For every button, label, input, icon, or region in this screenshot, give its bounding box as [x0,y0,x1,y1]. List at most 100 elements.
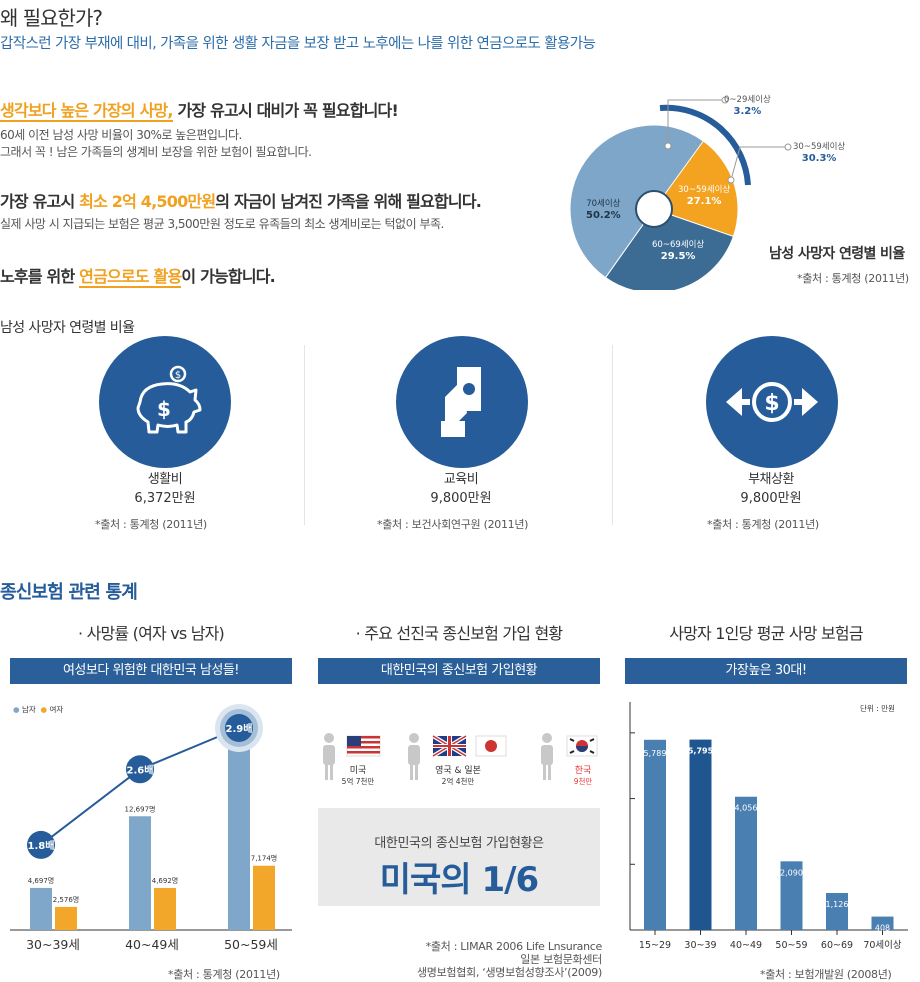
pie-slice [604,208,735,290]
bar-female [253,865,275,930]
bar-female [55,906,77,930]
payout-source: *출처 : 보험개발원 (2008년) [760,968,892,981]
payout-title: 사망자 1인당 평균 사망 보험금 [669,624,863,643]
payout-bar-label: 5,795 [688,747,714,756]
cost-living: 생활비 6,372만원 [134,472,196,506]
stats-heading: 종신보험 관련 통계 [0,582,138,603]
payout-bar-label: 5,789 [644,749,667,758]
payout-unit: 단위 : 만원 [860,704,895,713]
person-icon [541,733,553,780]
summary-value: 미국의 1/6 [379,860,539,900]
pie-label-60-69: 60~69세이상 29.5% [652,240,705,262]
mortality-chart: 4,697명2,576명30~39세12,697명4,692명40~49세21,… [10,704,292,952]
costs-heading: 남성 사망자 연령별 비율 [0,320,135,336]
svg-text:$: $ [175,370,181,381]
pie-title: 남성 사망자 연령별 비율 [769,246,905,262]
pie-callout-30-59: 30~59세이상 30.3% [793,142,846,164]
payout-bar [871,916,894,930]
subscription-title: · 주요 선진국 종신보험 가입 현황 [355,624,563,643]
payout-bar-label: 4,056 [735,804,758,813]
svg-text:$: $ [764,391,779,416]
person-icon [323,733,335,780]
x-tick-label: 60~69 [821,940,853,951]
bar-label: 4,692명 [152,876,178,885]
uk-flag-icon [431,734,468,758]
cost-debt: 부채상환 9,800만원 [740,472,802,506]
japan-flag-icon [475,735,507,757]
point-1-desc: 60세 이전 남성 사망 비율이 30%로 높은편입니다. 그래서 꼭 ! 남은 … [0,128,312,159]
ratio-marker [27,830,55,859]
country-us: 미국 5억 7천만 [341,766,375,786]
age-pie-chart [569,104,751,290]
bar-female [154,887,176,930]
payout-bar [689,739,712,930]
point-2-heading: 가장 유고시 최소 2억 4,500만원의 자금이 남겨진 가족을 위해 필요합… [0,192,482,211]
cost-education-source: *출처 : 보건사회연구원 (2011년) [377,518,529,531]
debt-exchange-icon: $ [706,336,838,468]
x-tick-label: 50~59 [775,940,807,951]
payout-bar [735,796,757,930]
bar-label: 2,576명 [53,895,79,904]
ratio-label: 2.6배 [127,763,154,776]
point-1-heading: 생각보다 높은 가장의 사망, 가장 유고시 대비가 꼭 필요합니다! [0,101,399,122]
divider [612,345,613,525]
summary-box [318,808,600,906]
cost-living-source: *출처 : 통계청 (2011년) [95,518,207,531]
point-2-desc: 실제 사망 시 지급되는 보험은 평균 3,500만원 정도로 유족들의 최소 … [0,217,444,231]
pie-hole [635,190,673,228]
payout-bar-label: 2,090 [780,868,803,877]
x-tick-label: 40~49 [730,940,762,951]
x-tick-label: 15~29 [639,940,671,951]
ratio-marker [225,714,253,742]
bar-label: 7,174명 [251,854,277,863]
person-icon [408,733,420,780]
payout-bar [780,861,803,930]
payout-bar [826,893,848,930]
bar-label: 12,697명 [125,804,156,813]
mortality-title: · 사망률 (여자 vs 남자) [78,624,225,643]
subscription-band: 대한민국의 종신보험 가입현황 [318,658,600,684]
mortality-legend: ● 남자 ● 여자 [13,705,64,714]
bar-male [30,887,52,930]
cost-debt-source: *출처 : 통계청 (2011년) [707,518,819,531]
pie-label-70: 70세이상 50.2% [586,199,621,221]
page-title: 왜 필요한가? [0,6,103,30]
x-tick-label: 70세이상 [863,940,902,951]
bar-male [129,816,151,930]
divider [304,345,305,525]
x-tick-label: 50~59세 [224,937,278,952]
summary-label: 대한민국의 종신보험 가입현황은 [374,836,544,851]
us-flag-icon [346,735,381,757]
ratio-label: 2.9배 [226,722,253,735]
mortality-source: *출처 : 통계청 (2011년) [168,968,280,981]
cost-education: 교육비 9,800만원 [430,472,492,506]
piggy-bank-icon: $ $ [99,336,231,468]
svg-text:$: $ [157,397,171,421]
pie-callout-0-29: 0~29세이상 3.2% [724,95,771,117]
payout-chart: 5,789 15~29 5,795 30~39 4,056 40~49 2,090 50~59… [629,702,908,951]
cash-hand-icon [396,336,528,468]
x-tick-label: 30~39세 [26,937,80,952]
subscription-source: *출처 : LIMAR 2006 Life Lnsurance 일본 보험문화센터… [416,940,602,979]
payout-bar-label: 408 [875,924,890,933]
pie-label-30-59: 30~59세이상 27.1% [678,185,731,207]
pie-source: *출처 : 통계청 (2011년) [797,272,909,285]
x-tick-label: 30~39 [684,940,716,951]
x-tick-label: 40~49세 [125,937,179,952]
mortality-band: 여성보다 위험한 대한민국 남성들! [10,658,292,684]
page-subtitle: 갑작스런 가장 부재에 대비, 가족을 위한 생활 자금을 보장 받고 노후에는… [0,36,596,52]
payout-bar-label: 1,126 [826,900,849,909]
korea-flag-icon [566,735,598,757]
pie-rim-arc [659,104,751,186]
payout-bar [644,739,666,930]
payout-band: 가장높은 30대! [625,658,907,684]
pie-leader-lines [664,96,792,184]
bar-male [228,740,250,930]
country-korea: 한국 9천만 [573,766,593,786]
ratio-marker [126,755,154,784]
ratio-label: 1.8배 [28,839,55,852]
country-figures [323,733,598,780]
point-3-heading: 노후를 위한 연금으로도 활용이 가능합니다. [0,267,276,288]
country-uk-jp: 영국 & 일본 2억 4천만 [435,766,481,786]
bar-label: 4,697명 [28,876,54,885]
